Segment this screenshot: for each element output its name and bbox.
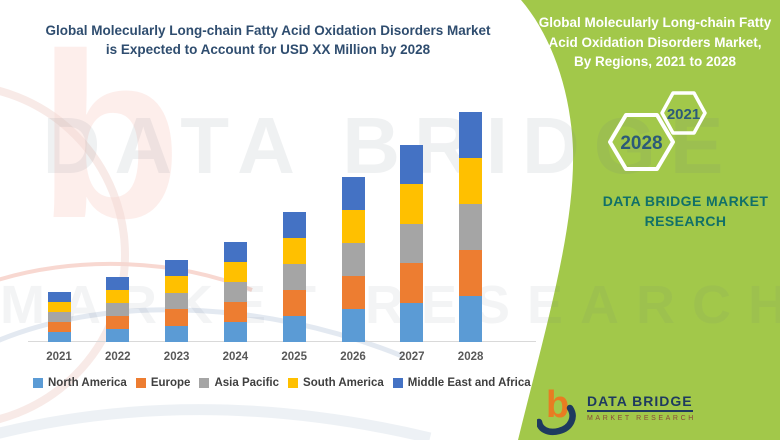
x-axis-label-2021: 2021: [46, 351, 72, 363]
legend-label-south-america: South America: [303, 377, 384, 389]
bar-segment-middle-east-and-africa-2026: [341, 177, 365, 210]
chart-legend: North America Europe Asia Pacific South Ame…: [33, 377, 531, 389]
legend-item-europe: Europe: [135, 377, 191, 389]
bar-segment-asia-pacific-2028: [459, 204, 483, 250]
data-bridge-logo-mark: b: [537, 384, 576, 436]
brand-wordmark-line2: RESEARCH: [644, 213, 727, 229]
x-axis-label-2028: 2028: [457, 351, 484, 363]
bar-segment-south-america-2028: [459, 158, 483, 204]
legend-swatch-middle-east-and-africa: [392, 378, 403, 388]
x-axis-label-2022: 2022: [105, 351, 131, 363]
bar-segment-europe-2024: [223, 302, 247, 322]
logo-d-swoosh: [537, 404, 576, 436]
bar-segment-south-america-2024: [223, 262, 247, 282]
bar-segment-europe-2025: [282, 290, 306, 316]
bar-segment-europe-2027: [400, 263, 424, 303]
legend-label-europe: Europe: [150, 377, 191, 389]
x-axis-label-2024: 2024: [222, 351, 249, 363]
bar-segment-north-america-2023: [165, 325, 189, 342]
side-panel-title-line3: By Regions, 2021 to 2028: [573, 54, 737, 69]
bar-segment-south-america-2025: [282, 238, 306, 264]
x-axis-line: [28, 341, 536, 342]
logo-text-column: DATA BRIDGE MARKET RESEARCH: [587, 393, 696, 436]
bar-segment-asia-pacific-2023: [165, 292, 189, 309]
x-axis-label-2023: 2023: [163, 351, 190, 363]
bar-segment-north-america-2027: [400, 302, 424, 342]
bar-segment-asia-pacific-2022: [106, 303, 130, 316]
bar-segment-middle-east-and-africa-2025: [282, 212, 306, 238]
x-axis-label-2026: 2026: [340, 351, 366, 363]
bar-segment-middle-east-and-africa-2023: [165, 259, 189, 276]
logo-tagline-text: MARKET RESEARCH: [587, 415, 696, 422]
year-hexagons: 2028 2021: [608, 91, 707, 171]
side-panel-title-line1: Global Molecularly Long-chain Fatty: [538, 15, 772, 30]
chart-title: Global Molecularly Long-chain Fatty Acid…: [12, 21, 524, 59]
bar-segment-europe-2022: [106, 316, 130, 329]
bar-segment-south-america-2027: [400, 184, 424, 224]
bar-segment-middle-east-and-africa-2021: [47, 292, 71, 302]
brand-wordmark-line1: DATA BRIDGE MARKET: [602, 193, 769, 209]
hexagon-2021-year: 2021: [667, 106, 700, 123]
bar-segment-north-america-2026: [341, 309, 365, 342]
bar-segment-north-america-2022: [106, 329, 130, 342]
bar-segment-europe-2026: [341, 276, 365, 309]
bar-segment-europe-2023: [165, 309, 189, 326]
bar-segment-north-america-2024: [223, 322, 247, 342]
bar-segment-europe-2021: [47, 322, 71, 332]
legend-item-north-america: North America: [33, 377, 127, 389]
side-panel-title: Global Molecularly Long-chain Fatty Acid…: [534, 13, 776, 72]
bar-segment-south-america-2026: [341, 210, 365, 243]
bar-segment-europe-2028: [459, 250, 483, 296]
bar-segment-asia-pacific-2025: [282, 264, 306, 290]
bar-segment-middle-east-and-africa-2022: [106, 277, 130, 290]
x-axis-label-2025: 2025: [281, 351, 307, 363]
legend-label-asia-pacific: Asia Pacific: [214, 377, 280, 389]
bar-segment-asia-pacific-2021: [47, 312, 71, 322]
logo-name-text: DATA BRIDGE: [587, 393, 693, 412]
bar-segment-south-america-2021: [47, 302, 71, 312]
bar-segment-north-america-2025: [282, 316, 306, 342]
bar-segment-middle-east-and-africa-2027: [400, 144, 424, 184]
legend-label-middle-east-and-africa: Middle East and Africa: [407, 377, 531, 389]
bar-segment-south-america-2023: [165, 276, 189, 293]
legend-swatch-north-america: [33, 378, 43, 388]
legend-item-asia-pacific: Asia Pacific: [199, 377, 279, 389]
bar-segment-middle-east-and-africa-2028: [459, 112, 483, 158]
bar-segment-north-america-2028: [459, 296, 483, 342]
brand-wordmark: DATA BRIDGE MARKET RESEARCH: [583, 191, 780, 231]
hexagon-2021-shape: [660, 91, 707, 135]
legend-label-north-america: North America: [48, 377, 127, 389]
chart-title-line2: is Expected to Account for USD XX Millio…: [105, 42, 431, 57]
bar-segment-middle-east-and-africa-2024: [223, 242, 247, 262]
legend-swatch-europe: [135, 378, 146, 388]
bar-segment-asia-pacific-2027: [400, 223, 424, 263]
legend-swatch-asia-pacific: [199, 378, 210, 388]
chart-title-line1: Global Molecularly Long-chain Fatty Acid…: [45, 23, 491, 38]
legend-item-middle-east-and-africa: Middle East and Africa: [392, 377, 531, 389]
legend-item-south-america: South America: [288, 377, 384, 389]
bar-segment-south-america-2022: [106, 290, 130, 303]
logo-b-glyph: b: [546, 384, 569, 426]
hexagon-2028-shape: [608, 113, 675, 171]
hexagon-2028-year: 2028: [620, 133, 662, 154]
side-panel-title-line2: Acid Oxidation Disorders Market,: [548, 34, 762, 50]
bar-segment-asia-pacific-2024: [223, 282, 247, 302]
bar-segment-asia-pacific-2026: [341, 243, 365, 276]
data-bridge-logo: b DATA BRIDGE MARKET RESEARCH: [537, 384, 696, 436]
legend-swatch-south-america: [288, 378, 299, 388]
x-axis-label-2027: 2027: [399, 351, 425, 363]
bar-segment-north-america-2021: [47, 332, 71, 342]
